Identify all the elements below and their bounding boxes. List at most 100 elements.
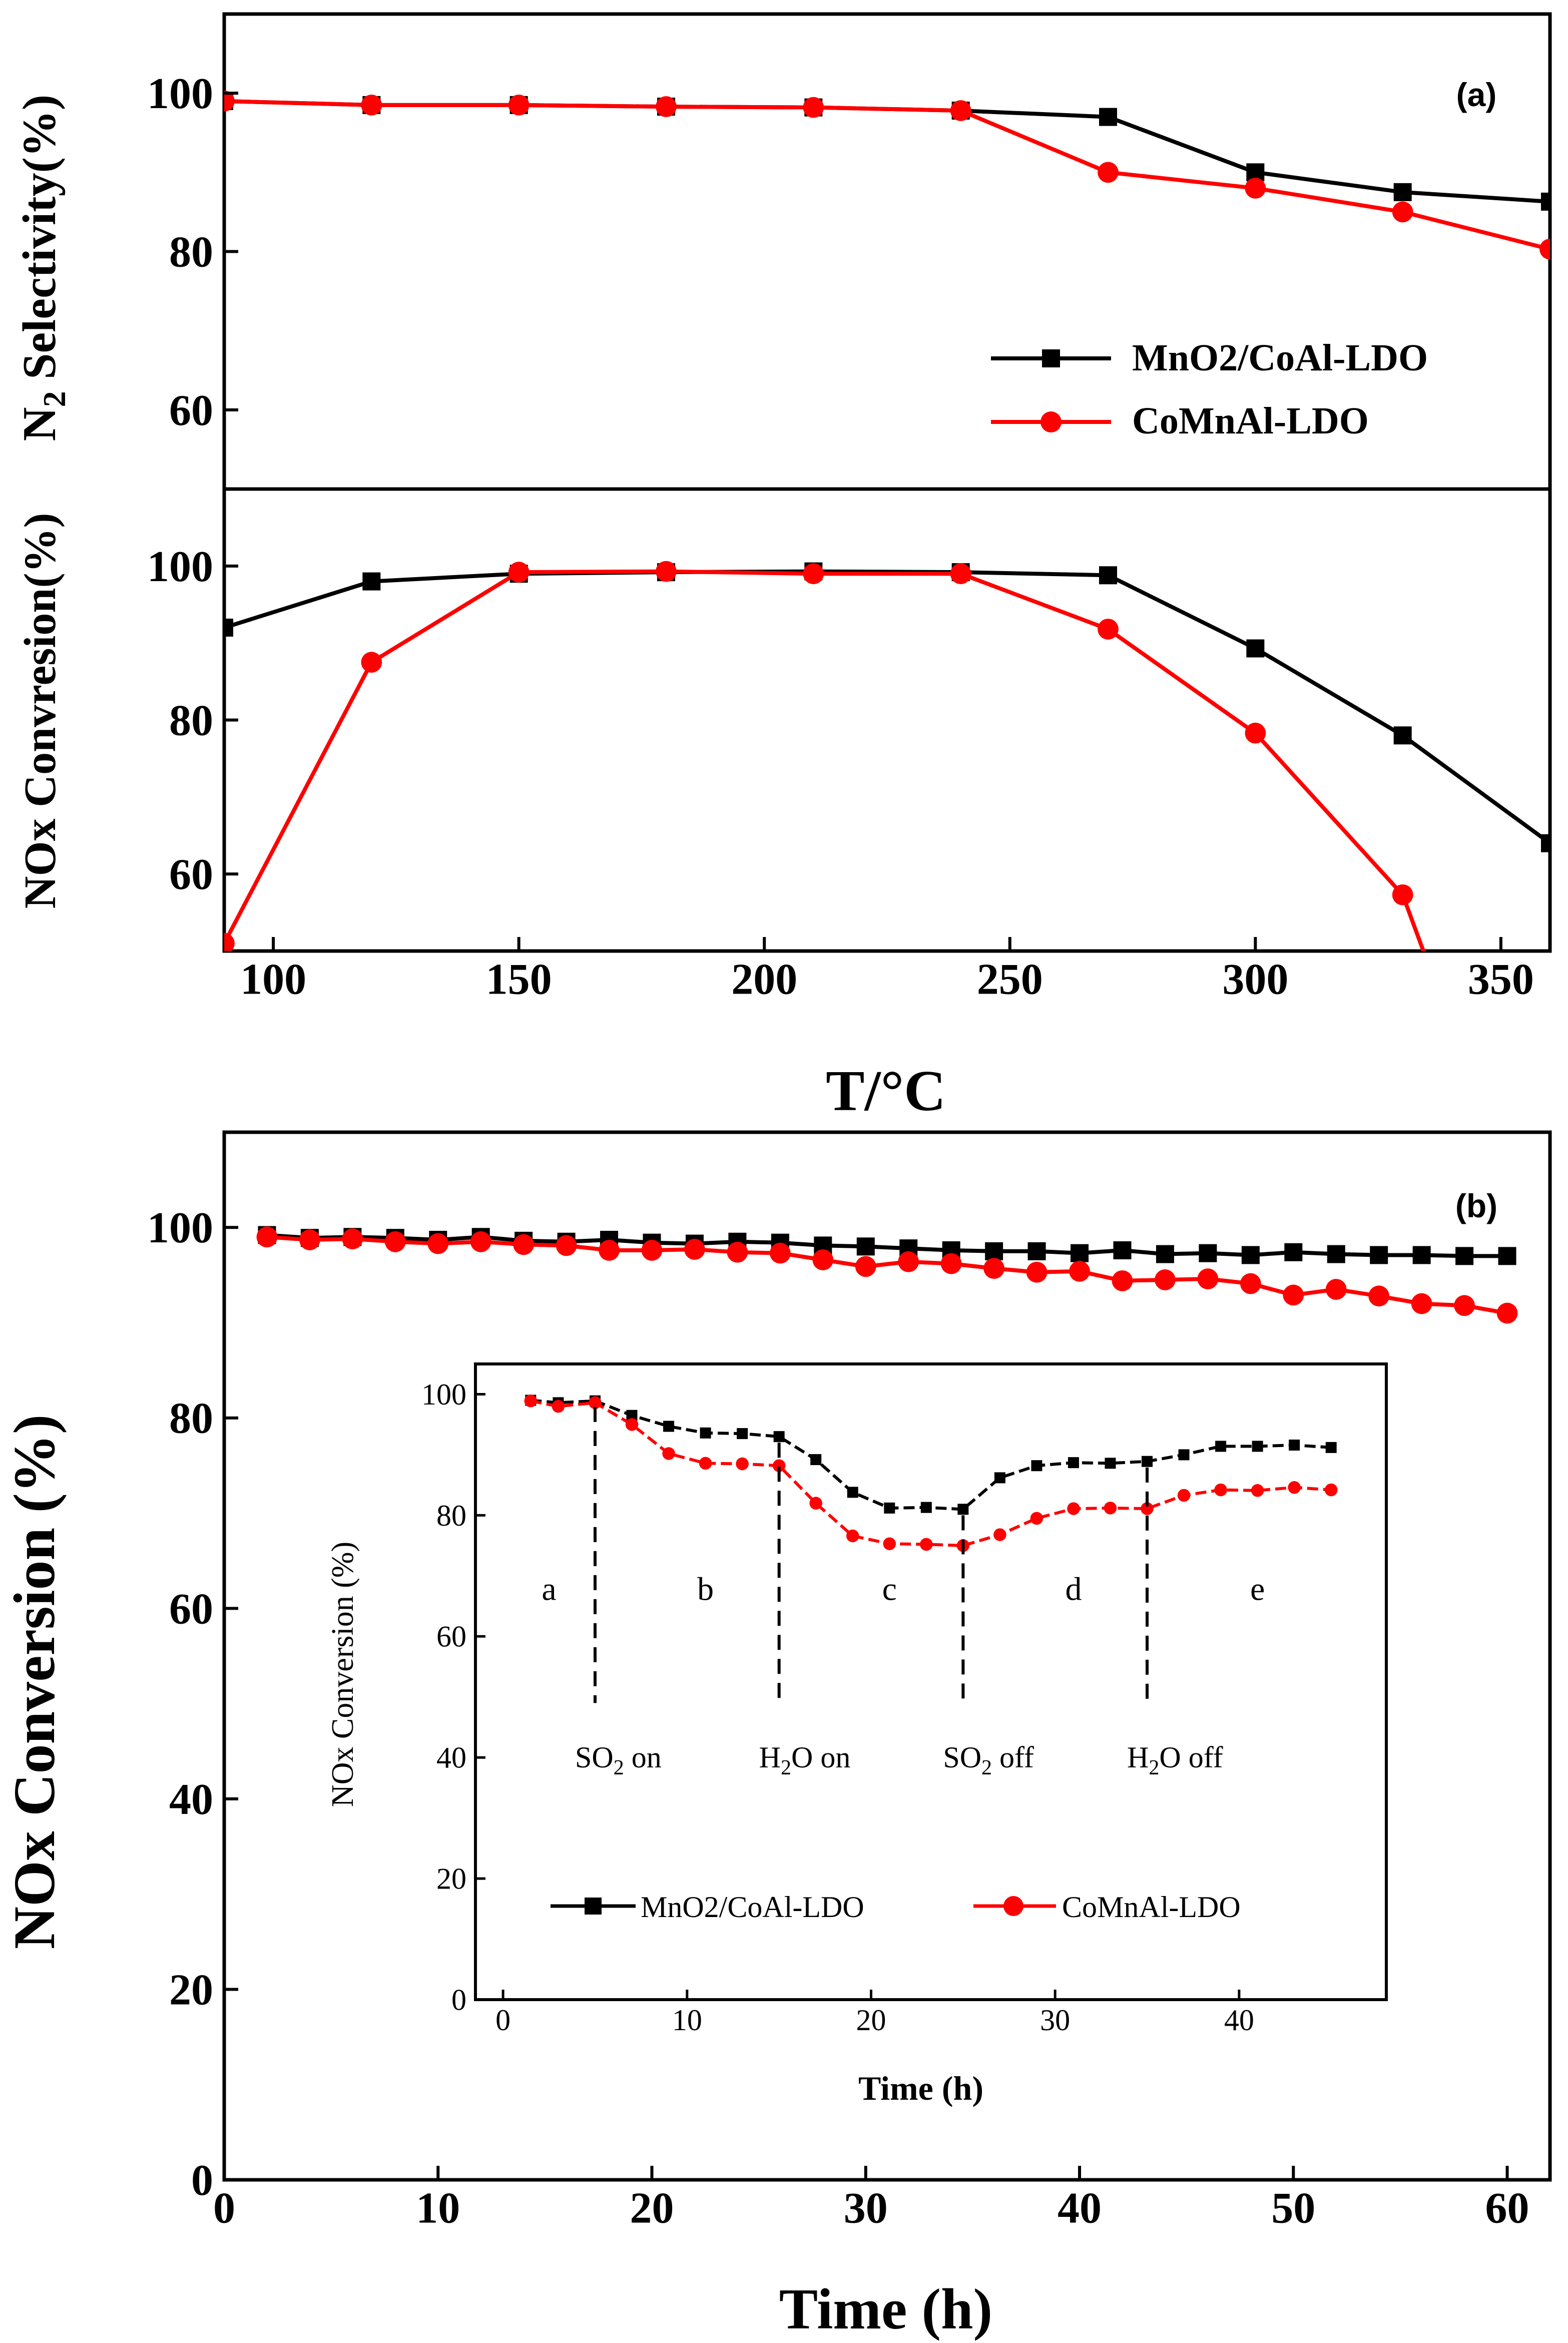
stab-y-tick-label: 60 (169, 1585, 213, 1633)
conv-a-y-tick-label: 100 (147, 543, 213, 591)
conv-a-x-tick-label: 100 (240, 955, 306, 1004)
stab-point-mno2 (1412, 1246, 1431, 1264)
inset-point-comnal (1030, 1512, 1043, 1525)
inset-point-mno2 (810, 1454, 822, 1466)
sel-point-comnal (1098, 162, 1119, 183)
stab-point-mno2 (1199, 1244, 1217, 1262)
stab-point-comnal (684, 1239, 705, 1260)
conv-a-point-comnal (1245, 722, 1266, 744)
stab-frame (222, 1130, 1552, 2182)
sel-plot (224, 91, 1550, 260)
stab-point-comnal (342, 1228, 363, 1249)
stab-x-tick-label: 50 (1271, 2184, 1315, 2232)
stab-y-tick-label: 100 (147, 1204, 213, 1252)
stab-point-comnal (898, 1251, 919, 1272)
inset-x-tick-label: 30 (1040, 2004, 1070, 2037)
legend-marker-mno2 (1042, 349, 1060, 367)
legend-label-mno2: MnO2/CoAl-LDO (1132, 337, 1428, 379)
sel-point-comnal (508, 95, 530, 116)
conv-a-point-comnal (1392, 884, 1413, 905)
inset-point-mno2 (1325, 1442, 1337, 1453)
sel-line-mno2 (224, 99, 1550, 204)
stab-y-tick-label: 80 (169, 1394, 213, 1443)
conv-a-y-tick-label: 60 (169, 850, 213, 899)
sel-y-tick-label: 60 (169, 386, 213, 435)
stab-x-tick-label: 20 (630, 2184, 674, 2232)
stab-point-comnal (470, 1231, 491, 1252)
inset-point-mno2 (1142, 1456, 1153, 1467)
inset-point-comnal (846, 1529, 859, 1543)
stab-x-tick-label: 10 (416, 2184, 460, 2232)
conv-a-point-comnal (656, 561, 677, 582)
stab-y-tick-label: 20 (169, 1966, 213, 2014)
panel-a-label: (a) (1456, 76, 1497, 113)
sel-point-mno2 (1099, 108, 1117, 126)
stab-point-mno2 (1071, 1244, 1089, 1262)
inset-background (465, 1356, 1401, 2002)
stab-y-tick-label: 0 (191, 2156, 213, 2205)
conv-a-point-mno2 (1099, 566, 1117, 585)
inset-x-tick-label: 40 (1224, 2004, 1254, 2037)
stab-point-comnal (299, 1229, 320, 1250)
inset-point-comnal (552, 1399, 565, 1413)
conv-a-point-comnal (950, 563, 971, 585)
inset-switch-label: SO2 off (943, 1741, 1034, 1779)
inset-y-tick-label: 0 (451, 1983, 466, 2016)
inset-point-comnal (1067, 1502, 1080, 1515)
sel-y-tick-label: 80 (169, 228, 213, 276)
stab-point-comnal (556, 1235, 577, 1256)
inset-point-comnal (809, 1497, 822, 1510)
stab-point-comnal (812, 1249, 834, 1270)
stab-point-mno2 (1327, 1245, 1345, 1263)
inset-point-mno2 (1068, 1457, 1079, 1469)
conv-a-frame (222, 487, 1552, 953)
stab-y-tick-label: 40 (169, 1775, 213, 1824)
selectivity-legend: MnO2/CoAl-LDO CoMnAl-LDO (991, 337, 1428, 442)
inset-legend: MnO2/CoAl-LDO CoMnAl-LDO (551, 1891, 1241, 1924)
inset-point-mno2 (1252, 1441, 1263, 1452)
stab-point-comnal (1197, 1268, 1219, 1289)
inset-switch-label: SO2 on (575, 1741, 662, 1779)
inset-point-comnal (625, 1418, 639, 1431)
stab-point-mno2 (1284, 1243, 1303, 1261)
stab-plot (256, 1226, 1518, 1324)
sel-line-comnal (224, 99, 1550, 251)
sel-point-comnal (224, 91, 235, 112)
conv-a-point-comnal (1441, 1018, 1462, 1039)
inset-y-tick-label: 20 (436, 1862, 466, 1895)
inset-point-mno2 (1178, 1449, 1190, 1461)
inset-phase-label: c (882, 1571, 897, 1608)
inset-point-comnal (1324, 1483, 1338, 1497)
stab-point-comnal (1454, 1295, 1475, 1316)
inset-phase-label: e (1250, 1571, 1265, 1608)
stab-point-mno2 (1370, 1246, 1388, 1264)
inset-y-tick-label: 80 (436, 1499, 466, 1532)
selectivity-y-axis-title: N2 Selectivity(%) (14, 95, 72, 441)
stab-point-comnal (1240, 1273, 1261, 1294)
conv-a-plot (224, 561, 1550, 1039)
stab-point-comnal (1325, 1279, 1347, 1300)
inset-point-comnal (1177, 1489, 1191, 1502)
panel-a-selectivity: (a) N2 Selectivity(%) MnO2/CoAl-LDO CoMn… (14, 12, 1552, 491)
inset-y-axis-title: NOx Conversion (%) (326, 1542, 360, 1807)
inset-point-comnal (662, 1447, 675, 1460)
inset-point-comnal (1214, 1483, 1227, 1497)
stab-x-tick-label: 0 (213, 2184, 235, 2232)
inset-switch-label: H2O off (1127, 1741, 1223, 1779)
stab-point-mno2 (1156, 1245, 1174, 1263)
sel-point-comnal (803, 97, 824, 118)
inset-x-axis-title: Time (h) (858, 2069, 983, 2107)
inset-point-mno2 (1289, 1440, 1300, 1451)
inset-point-mno2 (884, 1502, 895, 1514)
sel-point-comnal (950, 100, 971, 121)
inset-point-mno2 (847, 1487, 858, 1498)
stability-y-axis-title: NOx Conversion (%) (2, 1415, 67, 1950)
stab-x-tick-label: 30 (844, 2184, 888, 2232)
inset-point-comnal (589, 1396, 602, 1410)
inset-point-mno2 (920, 1502, 932, 1513)
inset-point-comnal (736, 1457, 749, 1471)
time-x-axis-title: Time (h) (779, 2277, 992, 2341)
inset-plot (524, 1394, 1338, 1552)
inset-point-mno2 (626, 1410, 638, 1421)
stab-point-comnal (1496, 1302, 1518, 1324)
